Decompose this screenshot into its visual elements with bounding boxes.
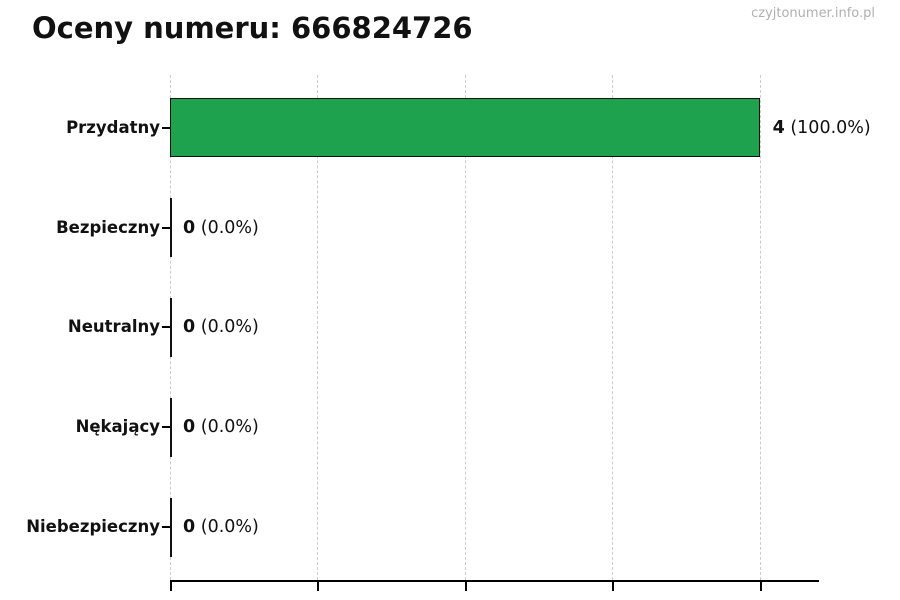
x-axis-tick	[612, 582, 615, 591]
value-count: 4	[772, 117, 785, 138]
value-label: 0 (0.0%)	[183, 515, 259, 539]
category-label: Niebezpieczny	[26, 517, 160, 536]
y-axis-tick	[162, 326, 170, 329]
chart-title: Oceny numeru: 666824726	[32, 11, 473, 45]
category-label: Bezpieczny	[56, 217, 160, 237]
y-axis-tick	[162, 226, 170, 229]
grid-line	[612, 75, 614, 580]
value-label: 0 (0.0%)	[183, 315, 259, 339]
grid-line	[759, 75, 761, 580]
value-percent: (0.0%)	[195, 317, 259, 338]
value-percent: (0.0%)	[195, 517, 259, 537]
bar-zero	[170, 198, 172, 258]
value-percent: (0.0%)	[195, 417, 259, 438]
value-count: 0	[183, 317, 196, 338]
x-axis-tick	[464, 582, 467, 591]
value-percent: (100.0%)	[784, 117, 871, 138]
grid-line	[464, 75, 466, 580]
value-label: 4 (100.0%)	[773, 116, 871, 140]
bar	[170, 98, 760, 158]
value-count: 0	[183, 217, 196, 238]
category-label: Przydatny	[66, 117, 160, 137]
bar-zero	[170, 397, 172, 457]
category-label: Neutralny	[67, 317, 160, 337]
value-label: 0 (0.0%)	[183, 415, 259, 439]
bar-zero	[170, 497, 172, 557]
x-axis-tick	[759, 582, 762, 591]
y-axis-tick	[162, 526, 170, 528]
category-label: Nękający	[75, 417, 160, 437]
watermark-text: czyjtonumer.info.pl	[751, 6, 875, 21]
value-percent: (0.0%)	[195, 217, 259, 238]
value-count: 0	[183, 417, 196, 438]
x-axis-tick	[170, 582, 172, 591]
grid-line	[317, 75, 319, 580]
x-axis-tick	[317, 582, 320, 591]
y-axis-tick	[162, 126, 170, 129]
value-count: 0	[183, 517, 196, 537]
y-axis-tick	[162, 426, 170, 429]
value-label: 0 (0.0%)	[183, 216, 259, 240]
x-axis-line	[170, 580, 819, 582]
bar-zero	[170, 297, 172, 357]
